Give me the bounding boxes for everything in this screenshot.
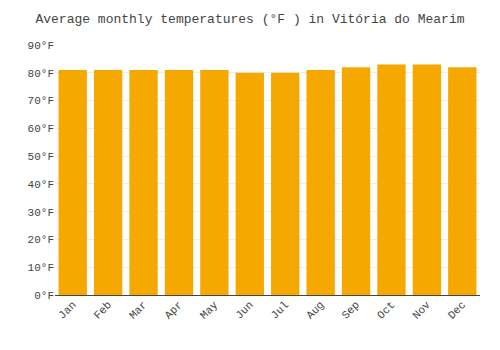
- svg-text:20°F: 20°F: [28, 234, 54, 246]
- svg-text:Sep: Sep: [340, 299, 362, 321]
- svg-text:Jul: Jul: [269, 299, 291, 321]
- svg-text:80°F: 80°F: [28, 68, 54, 80]
- svg-text:60°F: 60°F: [28, 123, 54, 135]
- svg-text:Average monthly temperatures (: Average monthly temperatures (°F ) in Vi…: [35, 12, 464, 27]
- svg-text:Mar: Mar: [127, 299, 149, 321]
- svg-text:May: May: [198, 299, 221, 322]
- svg-text:Jan: Jan: [56, 299, 78, 321]
- svg-text:50°F: 50°F: [28, 151, 54, 163]
- svg-text:Nov: Nov: [410, 299, 433, 322]
- svg-text:Jun: Jun: [233, 299, 255, 321]
- svg-text:10°F: 10°F: [28, 262, 54, 274]
- svg-text:Dec: Dec: [446, 299, 468, 321]
- svg-text:70°F: 70°F: [28, 95, 54, 107]
- svg-text:30°F: 30°F: [28, 207, 54, 219]
- svg-text:0°F: 0°F: [34, 290, 54, 302]
- svg-text:Feb: Feb: [92, 299, 114, 321]
- svg-text:40°F: 40°F: [28, 179, 54, 191]
- svg-text:90°F: 90°F: [28, 40, 54, 52]
- svg-text:Apr: Apr: [162, 299, 184, 321]
- svg-text:Aug: Aug: [304, 299, 326, 321]
- svg-text:Oct: Oct: [375, 299, 397, 321]
